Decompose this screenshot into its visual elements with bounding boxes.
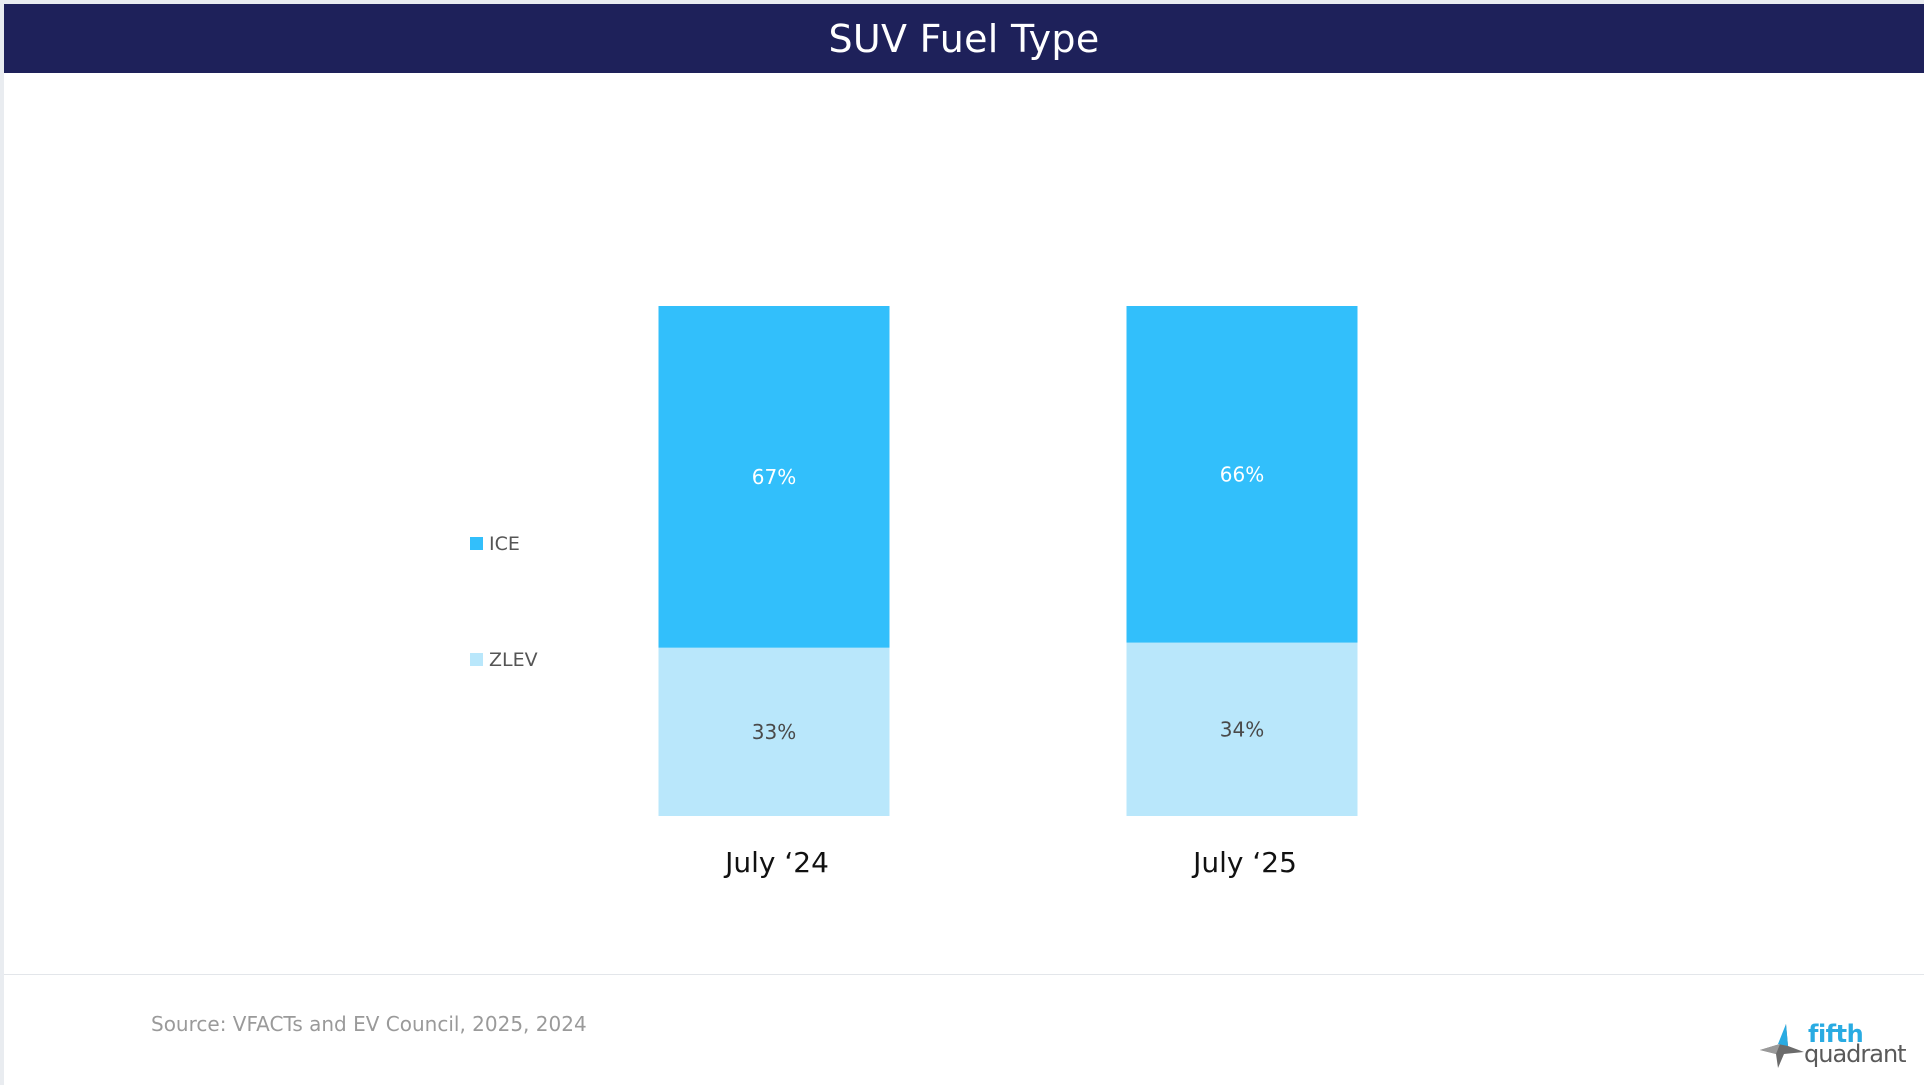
bar-zlev-0 (658, 647, 890, 816)
category-label-1: July ‘25 (1191, 846, 1297, 879)
logo-text-quadrant: quadrant (1804, 1040, 1907, 1068)
title-bar: SUV Fuel Type (4, 4, 1924, 73)
page-title: SUV Fuel Type (828, 16, 1100, 61)
data-label-ice-0: 67% (752, 465, 796, 489)
data-label-ice-1: 66% (1220, 462, 1264, 486)
data-label-zlev-1: 34% (1220, 717, 1264, 741)
legend-swatch-ice (470, 537, 483, 550)
legend-swatch-zlev (470, 653, 483, 666)
bar-ice-0 (658, 306, 890, 648)
legend-label-zlev: ZLEV (489, 649, 538, 671)
bar-zlev-1 (1126, 642, 1358, 816)
category-label-0: July ‘24 (723, 846, 829, 879)
source-note: Source: VFACTs and EV Council, 2025, 202… (151, 1012, 587, 1036)
bar-ice-1 (1126, 306, 1358, 643)
legend-label-ice: ICE (489, 533, 520, 555)
stacked-bar-chart: 33% 67% July ‘24 34% 66% July ‘25 ICE ZLEV (470, 306, 1358, 879)
logo-text-fifth: fifth (1808, 1020, 1864, 1048)
data-label-zlev-0: 33% (752, 720, 796, 744)
footer-divider (4, 974, 1924, 975)
logo-mark-icon (1760, 1024, 1804, 1068)
company-logo: fifth quadrant (1756, 1020, 1907, 1074)
